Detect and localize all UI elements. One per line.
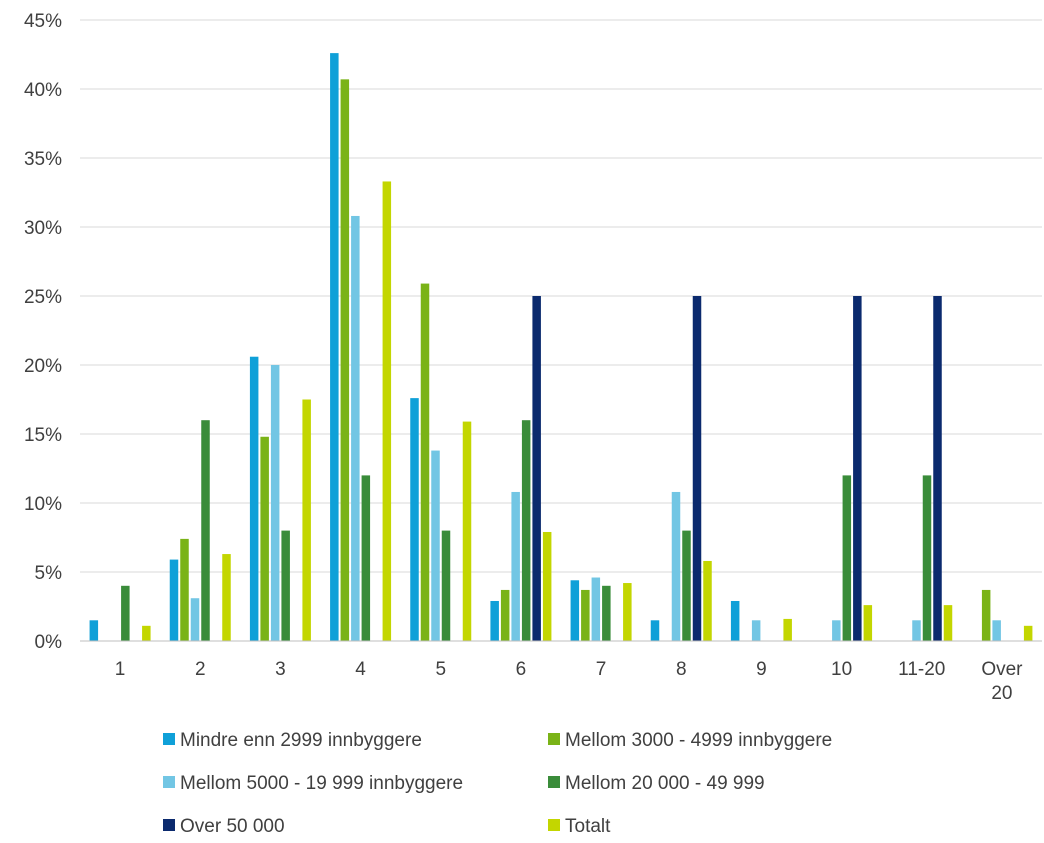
bar — [500, 589, 510, 641]
bar — [89, 620, 99, 641]
bar — [591, 577, 601, 641]
bar — [832, 620, 841, 641]
bar — [222, 554, 231, 641]
y-tick-label: 35% — [24, 149, 62, 170]
bar — [201, 420, 210, 641]
y-tick-label: 45% — [24, 11, 62, 32]
legend-label: Mellom 20 000 - 49 999 — [565, 773, 765, 794]
y-tick-label: 15% — [24, 425, 62, 446]
bar — [330, 53, 339, 642]
bar — [462, 421, 472, 641]
bar — [169, 559, 179, 641]
bar — [542, 531, 552, 641]
legend-swatch — [163, 776, 175, 788]
legend-swatch — [163, 819, 175, 831]
y-tick-label: 30% — [24, 218, 62, 239]
bar — [943, 605, 953, 641]
legend-swatch — [163, 733, 175, 745]
bar — [511, 491, 520, 641]
bar — [249, 356, 259, 641]
bar — [703, 560, 712, 641]
x-tick-label: 10 — [831, 659, 852, 680]
bar — [1023, 625, 1033, 641]
x-tick-label: 11-20 — [898, 659, 945, 680]
legend-swatch — [548, 776, 560, 788]
bar — [602, 585, 611, 641]
bar — [121, 585, 130, 641]
legend-item: Totalt — [548, 816, 611, 837]
bar — [190, 598, 200, 641]
legend-label: Mellom 5000 - 19 999 innbyggere — [180, 773, 463, 794]
bar — [842, 475, 852, 641]
bar — [863, 605, 873, 641]
bar — [361, 475, 371, 641]
legend-item: Mellom 3000 - 4999 innbyggere — [548, 730, 832, 751]
bar — [682, 530, 691, 641]
x-tick-label: 2 — [195, 659, 206, 680]
x-tick-label: 9 — [756, 659, 767, 680]
y-tick-label: 10% — [24, 494, 62, 515]
bar — [581, 589, 590, 641]
bar — [532, 296, 541, 641]
x-tick-label: Over 20 — [981, 659, 1023, 704]
y-tick-label: 25% — [24, 287, 62, 308]
bar — [260, 436, 269, 641]
bar — [382, 181, 392, 641]
bar — [431, 450, 440, 641]
bar — [730, 600, 740, 641]
bars — [89, 53, 1033, 642]
bar — [623, 583, 632, 641]
legend-item: Mellom 5000 - 19 999 innbyggere — [163, 773, 463, 794]
bar — [351, 215, 360, 641]
legend-item: Mellom 20 000 - 49 999 — [548, 773, 765, 794]
legend: Mindre enn 2999 innbyggere Mellom 3000 - … — [163, 730, 832, 837]
x-axis-tick-labels: 1 2 3 4 5 6 7 8 9 10 11-20 Over 20 — [115, 659, 1023, 704]
y-tick-label: 20% — [24, 356, 62, 377]
bar — [270, 365, 280, 641]
bar — [521, 420, 531, 641]
bar — [933, 296, 942, 641]
bar — [490, 600, 499, 641]
bar — [853, 296, 862, 641]
legend-label: Mellom 3000 - 4999 innbyggere — [565, 730, 832, 751]
x-tick-label: 3 — [275, 659, 286, 680]
gridlines — [80, 19, 1042, 573]
legend-label: Totalt — [565, 816, 611, 837]
bar — [281, 530, 290, 641]
legend-swatch — [548, 733, 560, 745]
legend-item: Mindre enn 2999 innbyggere — [163, 730, 422, 751]
bar — [650, 620, 660, 641]
y-tick-label: 40% — [24, 80, 62, 101]
legend-item: Over 50 000 — [163, 816, 285, 837]
y-tick-label: 5% — [35, 563, 63, 584]
bar — [981, 589, 991, 641]
x-tick-label: 7 — [596, 659, 607, 680]
x-tick-label: 4 — [355, 659, 366, 680]
bar — [180, 538, 189, 641]
bar — [441, 530, 451, 641]
bar — [302, 399, 311, 641]
bar — [410, 398, 419, 641]
bar — [912, 620, 921, 641]
x-tick-label: 1 — [115, 659, 126, 680]
x-tick-label: 8 — [676, 659, 687, 680]
y-axis-tick-labels: 0% 5% 10% 15% 20% 25% 30% 35% 40% 45% — [24, 11, 62, 653]
x-tick-label: 6 — [516, 659, 527, 680]
bar — [340, 79, 350, 642]
bar — [570, 580, 580, 641]
bar — [992, 620, 1001, 641]
bar — [142, 625, 151, 641]
x-tick-label: 5 — [435, 659, 446, 680]
bar — [420, 283, 430, 641]
legend-label: Mindre enn 2999 innbyggere — [180, 730, 422, 751]
bar — [671, 491, 681, 641]
legend-label: Over 50 000 — [180, 816, 285, 837]
bar — [922, 475, 932, 641]
legend-swatch — [548, 819, 560, 831]
bar — [783, 618, 792, 641]
bar — [692, 296, 702, 641]
y-tick-label: 0% — [35, 632, 63, 653]
bar — [751, 620, 761, 641]
